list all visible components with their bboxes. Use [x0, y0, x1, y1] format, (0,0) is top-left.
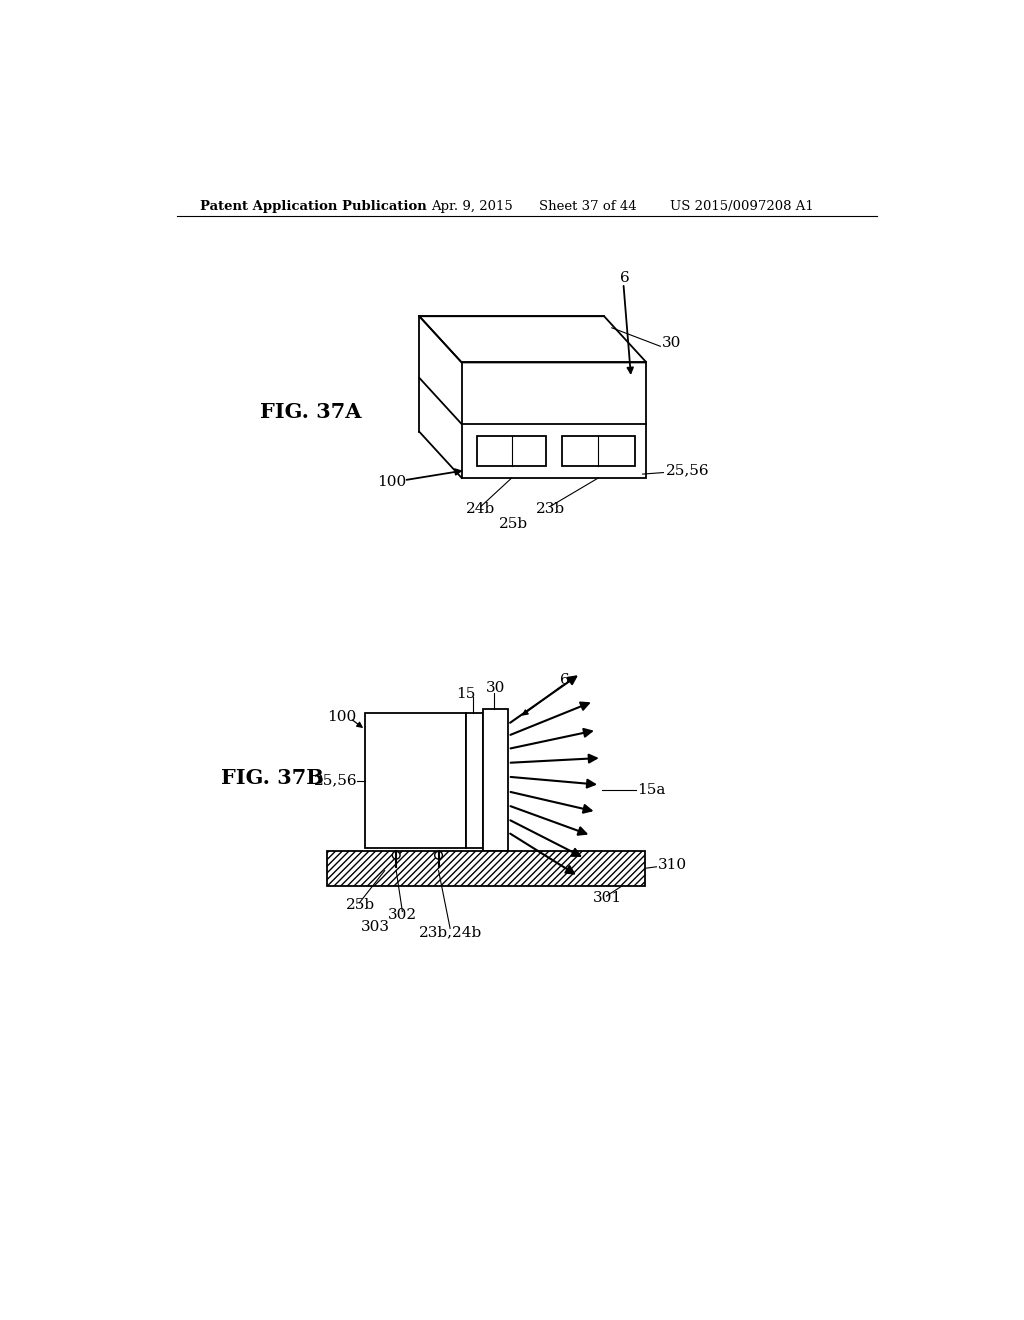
Circle shape — [392, 851, 400, 859]
Text: 301: 301 — [593, 891, 622, 904]
Text: 100: 100 — [327, 710, 356, 723]
Text: FIG. 37A: FIG. 37A — [260, 403, 361, 422]
Text: 310: 310 — [658, 858, 687, 873]
Text: 100: 100 — [377, 475, 407, 488]
Text: 303: 303 — [360, 920, 390, 933]
Text: US 2015/0097208 A1: US 2015/0097208 A1 — [670, 199, 813, 213]
Bar — [466, 713, 483, 847]
Text: 25b: 25b — [346, 899, 375, 912]
Text: 25b: 25b — [499, 517, 527, 531]
Text: 6: 6 — [621, 271, 630, 285]
Bar — [366, 713, 466, 847]
Text: 30: 30 — [486, 681, 506, 696]
Text: Patent Application Publication: Patent Application Publication — [200, 199, 427, 213]
Text: 30: 30 — [662, 337, 681, 350]
Text: 15: 15 — [456, 686, 475, 701]
Text: Apr. 9, 2015: Apr. 9, 2015 — [431, 199, 513, 213]
Circle shape — [435, 851, 442, 859]
Text: 25,56: 25,56 — [313, 774, 357, 788]
Bar — [327, 851, 645, 886]
Bar — [483, 709, 508, 851]
Text: 23b: 23b — [536, 502, 565, 516]
Text: 6: 6 — [560, 673, 570, 688]
Text: FIG. 37B: FIG. 37B — [221, 768, 325, 788]
Text: 302: 302 — [388, 908, 417, 921]
Text: Sheet 37 of 44: Sheet 37 of 44 — [539, 199, 636, 213]
Text: 25,56: 25,56 — [666, 463, 710, 478]
Text: 24b: 24b — [466, 502, 496, 516]
Text: 23b,24b: 23b,24b — [419, 925, 481, 940]
Text: 15a: 15a — [637, 783, 666, 797]
